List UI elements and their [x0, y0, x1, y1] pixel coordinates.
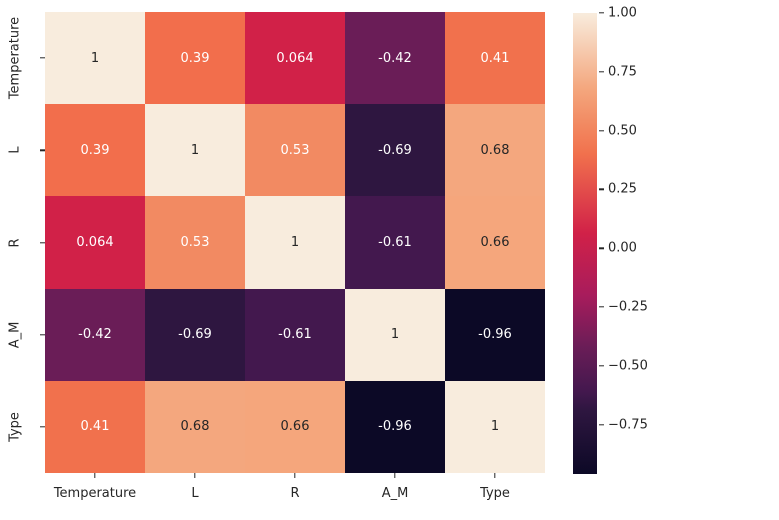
x-tick-mark: [194, 473, 196, 478]
colorbar: [573, 13, 597, 474]
heatmap-cell: -0.69: [145, 288, 245, 381]
heatmap-cell: 0.68: [145, 380, 245, 473]
heatmap-cell: -0.42: [45, 288, 145, 381]
heatmap-cell: 0.39: [145, 12, 245, 105]
heatmap-cell: 0.53: [145, 196, 245, 289]
colorbar-tick-label: 0.75: [608, 64, 637, 80]
heatmap-cell: 1: [45, 12, 145, 105]
cell-annotation: 0.68: [180, 419, 210, 435]
heatmap-cell: 0.41: [445, 12, 545, 105]
colorbar-tick-label: 1.00: [608, 5, 637, 21]
y-tick-label: Temperature: [7, 16, 23, 100]
y-tick-label: R: [7, 237, 23, 248]
y-tick-label: A_M: [7, 321, 23, 348]
y-tick-mark: [40, 57, 45, 59]
heatmap-cell: -0.61: [345, 196, 445, 289]
colorbar-tick-mark: [599, 129, 604, 132]
colorbar-tick-mark: [599, 306, 604, 308]
x-tick-mark: [394, 473, 396, 478]
heatmap-cell: -0.96: [445, 288, 545, 381]
heatmap-cell: 1: [145, 104, 245, 197]
cell-annotation: -0.61: [378, 234, 412, 250]
heatmap-cell: 0.39: [45, 104, 145, 197]
heatmap-cell: 1: [445, 380, 545, 473]
heatmap-cell: -0.69: [345, 104, 445, 197]
cell-annotation: -0.42: [78, 327, 112, 343]
y-tick-mark: [40, 333, 45, 336]
y-tick-label: L: [7, 146, 23, 154]
cell-annotation: -0.42: [378, 50, 412, 66]
cell-annotation: -0.69: [178, 327, 212, 343]
colorbar-tick-label: 0.25: [608, 181, 637, 197]
heatmap-cell: 0.41: [45, 380, 145, 473]
cell-annotation: 0.68: [480, 142, 510, 158]
heatmap-cell: 0.68: [445, 104, 545, 197]
cell-annotation: 0.41: [80, 419, 110, 435]
cell-annotation: -0.61: [278, 327, 312, 343]
cell-annotation: 0.66: [280, 419, 310, 435]
heatmap-cell: 1: [245, 196, 345, 289]
cell-annotation: 1: [390, 327, 400, 343]
colorbar-tick-mark: [599, 188, 604, 191]
colorbar-tick-label: −0.50: [608, 358, 648, 374]
colorbar-tick-mark: [599, 365, 604, 367]
cell-annotation: 1: [490, 419, 500, 435]
colorbar-tick-mark: [599, 71, 604, 73]
colorbar-tick-label: −0.25: [608, 299, 648, 315]
x-tick-mark: [494, 473, 496, 478]
cell-annotation: -0.96: [378, 419, 412, 435]
cell-annotation: 0.39: [180, 50, 210, 66]
heatmap-cell: 1: [345, 288, 445, 381]
heatmap-grid: 1 0.39 0.064 -0.42 0.41 0.39 1 0.53 -0.69 0.68 0.0…: [45, 12, 545, 473]
heatmap-cell: 0.064: [245, 12, 345, 105]
y-tick-mark: [40, 426, 45, 428]
cell-annotation: -0.96: [478, 327, 512, 343]
x-tick-label: L: [191, 486, 199, 501]
x-tick-label: Type: [480, 486, 510, 501]
heatmap-cell: -0.42: [345, 12, 445, 105]
heatmap-cell: 0.064: [45, 196, 145, 289]
heatmap-cell: -0.61: [245, 288, 345, 381]
x-tick-mark: [294, 473, 296, 478]
cell-annotation: 0.53: [280, 142, 310, 158]
colorbar-tick-label: 0.00: [608, 240, 637, 256]
heatmap-cell: 0.53: [245, 104, 345, 197]
x-tick-mark: [94, 473, 96, 478]
colorbar-tick-mark: [599, 423, 604, 426]
cell-annotation: 0.39: [80, 142, 110, 158]
heatmap-cell: 0.66: [445, 196, 545, 289]
cell-annotation: 0.064: [276, 50, 314, 66]
colorbar-tick-label: 0.50: [608, 123, 637, 139]
colorbar-tick-label: −0.75: [608, 417, 648, 433]
y-tick-mark: [40, 149, 45, 151]
cell-annotation: 0.064: [76, 234, 114, 250]
y-tick-label: Type: [7, 411, 23, 442]
cell-annotation: 0.53: [180, 234, 210, 250]
cell-annotation: 0.66: [480, 234, 510, 250]
cell-annotation: 0.41: [480, 50, 510, 66]
cell-annotation: 1: [190, 142, 200, 158]
cell-annotation: 1: [290, 234, 300, 250]
colorbar-tick-mark: [599, 12, 604, 14]
heatmap-cell: 0.66: [245, 380, 345, 473]
colorbar-tick-mark: [599, 247, 604, 249]
heatmap-cell: -0.96: [345, 380, 445, 473]
x-tick-label: R: [290, 486, 300, 501]
cell-annotation: -0.69: [378, 142, 412, 158]
x-tick-label: A_M: [381, 486, 409, 501]
x-tick-label: Temperature: [53, 486, 137, 501]
y-tick-mark: [40, 241, 45, 244]
cell-annotation: 1: [90, 50, 100, 66]
